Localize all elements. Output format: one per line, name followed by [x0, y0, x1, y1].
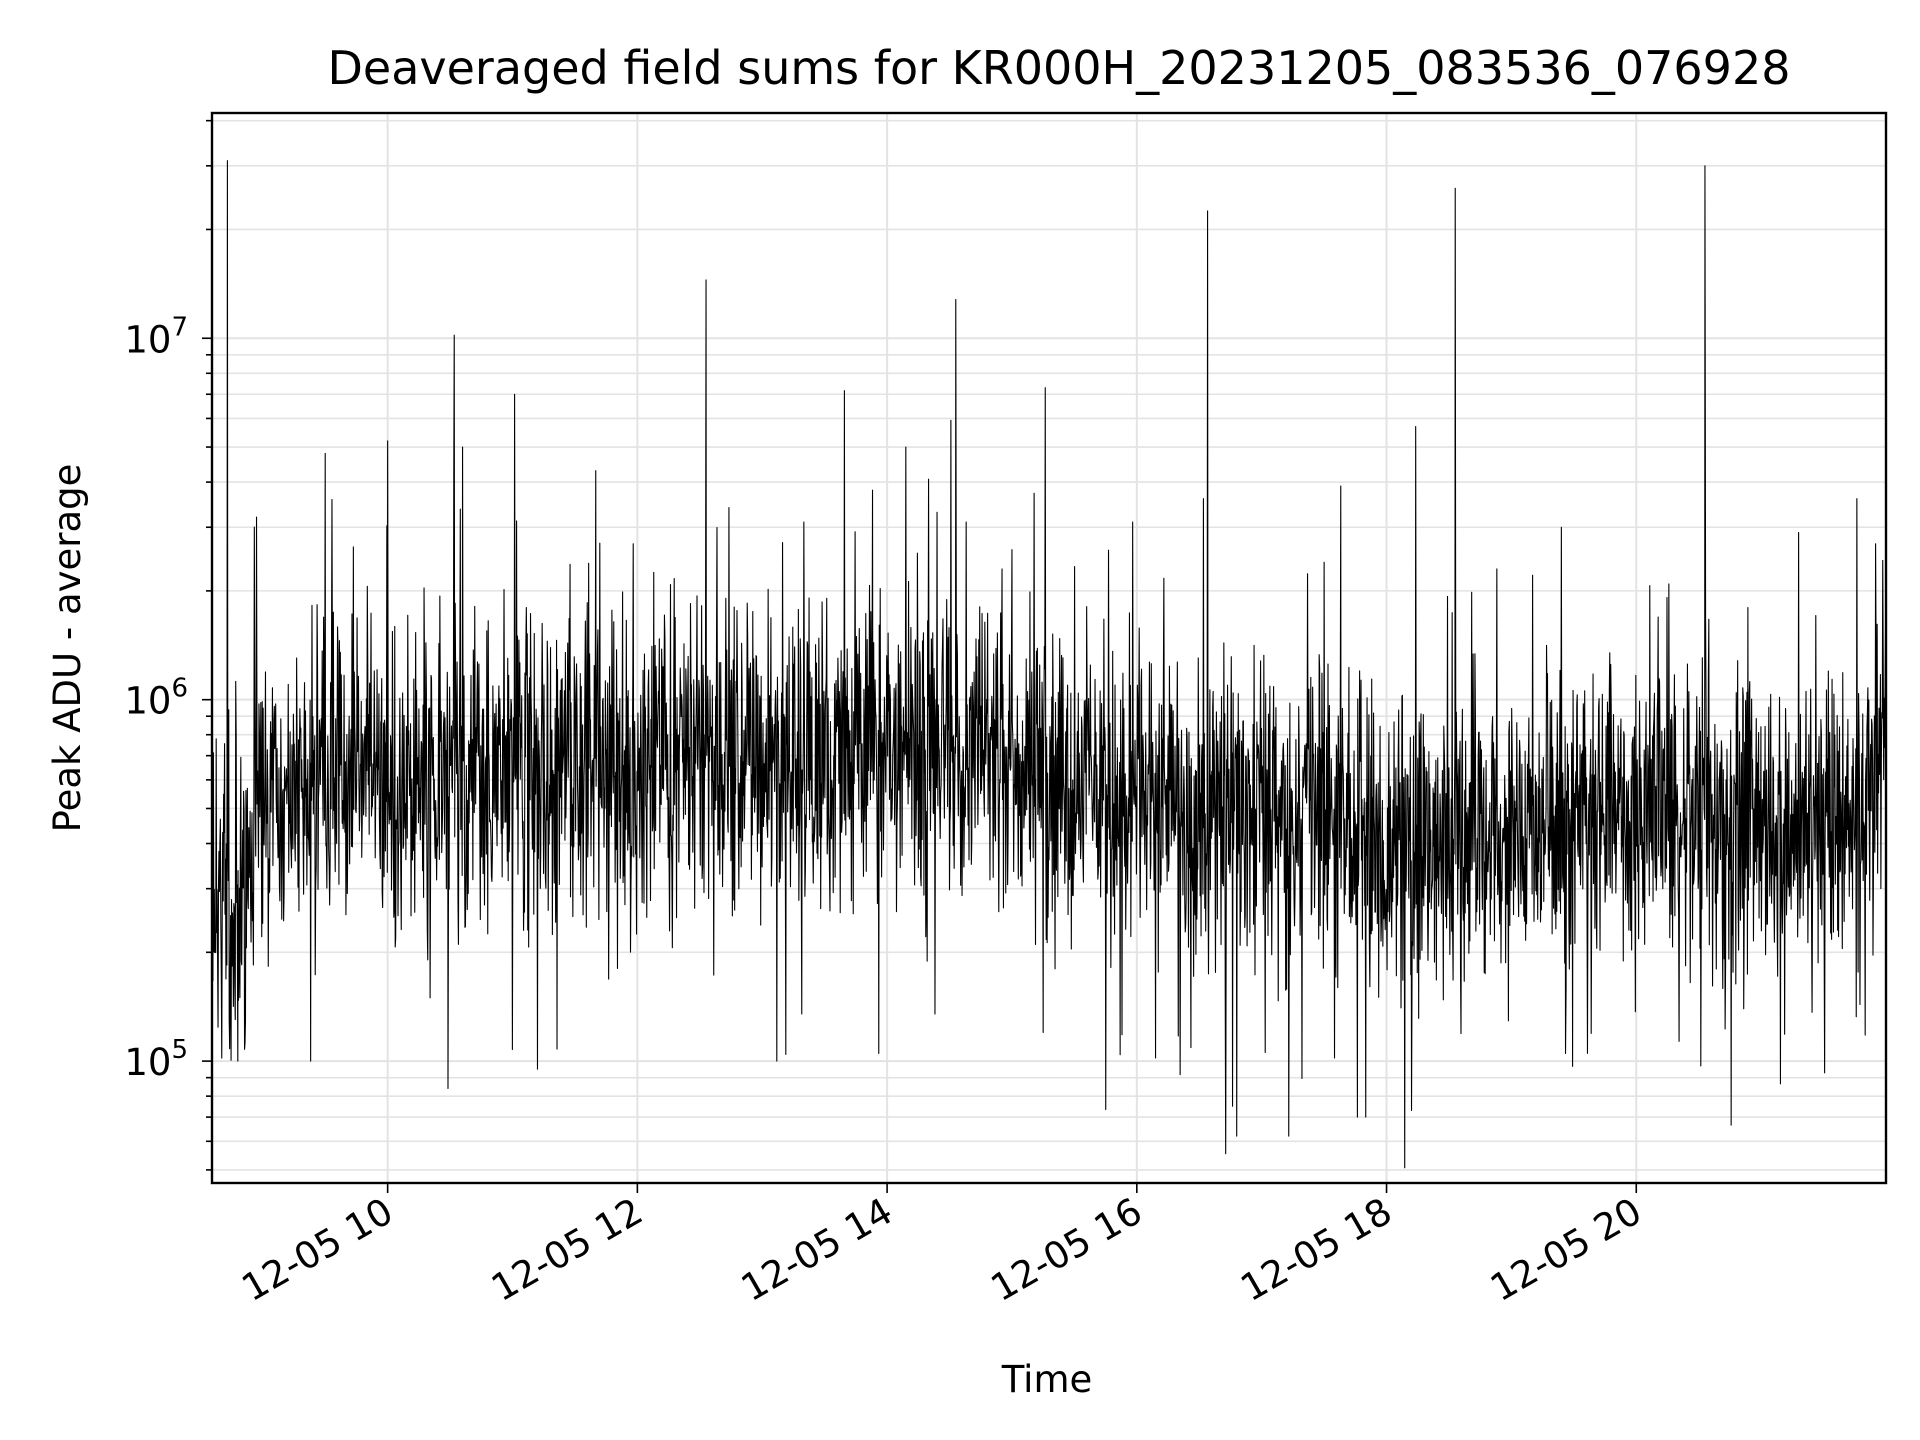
series-line: [211, 160, 1887, 1169]
x-axis-label: Time: [1001, 1358, 1093, 1401]
plot-area-frame: [210, 111, 1888, 1185]
y-tick-label: 106: [124, 674, 188, 723]
chart-title: Deaveraged field sums for KR000H_2023120…: [328, 41, 1791, 95]
y-tick-label: 107: [124, 312, 188, 361]
y-axis: 105 106 107: [124, 119, 212, 1171]
y-tick-label: 105: [124, 1035, 188, 1084]
y-axis-label: Peak ADU - average: [46, 464, 89, 833]
data-series: [211, 160, 1887, 1169]
